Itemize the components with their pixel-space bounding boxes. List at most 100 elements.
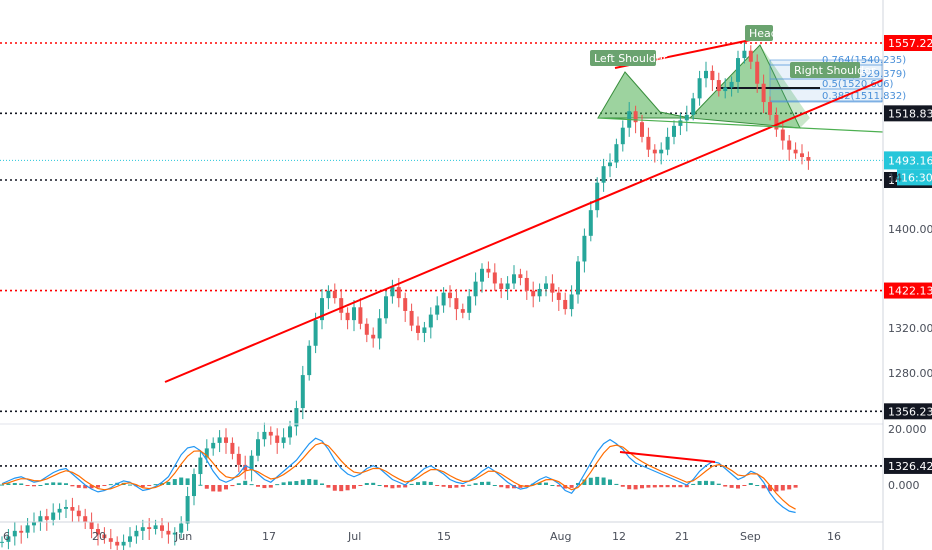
macd-histogram-bar bbox=[473, 483, 478, 485]
macd-histogram-bar bbox=[659, 485, 664, 488]
macd-histogram-bar bbox=[396, 485, 401, 488]
candle bbox=[492, 272, 497, 284]
x-tick-label: Aug bbox=[550, 530, 571, 543]
macd-histogram-bar bbox=[198, 484, 203, 486]
macd-histogram-bar bbox=[460, 485, 465, 487]
macd-histogram-bar bbox=[204, 485, 209, 489]
macd-histogram-bar bbox=[531, 483, 536, 485]
macd-histogram-bar bbox=[102, 485, 107, 486]
x-tick-label: 15 bbox=[437, 530, 451, 543]
signal-line bbox=[1, 442, 796, 510]
macd-histogram-bar bbox=[217, 485, 222, 492]
candle bbox=[204, 448, 209, 458]
macd-histogram-bar bbox=[332, 485, 337, 491]
pattern-label-0: Left Shoulder bbox=[594, 52, 668, 65]
macd-histogram-bar bbox=[364, 483, 369, 485]
pattern-label-2: Right Shoulder bbox=[794, 64, 876, 77]
macd-histogram-bar bbox=[710, 481, 715, 485]
macd-histogram-bar bbox=[236, 483, 241, 485]
candle bbox=[608, 162, 612, 167]
candle bbox=[659, 149, 664, 154]
macd-histogram-bar bbox=[320, 483, 324, 485]
candle bbox=[44, 516, 49, 520]
macd-histogram-bar bbox=[537, 482, 542, 485]
macd-histogram-bar bbox=[448, 485, 452, 489]
macd-histogram-bar bbox=[723, 485, 728, 487]
macd-histogram-bar bbox=[57, 482, 62, 485]
macd-histogram-bar bbox=[262, 485, 267, 489]
candle bbox=[409, 310, 414, 326]
candle bbox=[531, 290, 536, 297]
candle bbox=[460, 309, 465, 313]
candle bbox=[499, 283, 504, 289]
candle bbox=[806, 157, 811, 161]
candle bbox=[665, 136, 670, 150]
pattern-label-box-0 bbox=[590, 50, 656, 66]
partial-price-label: 14 bbox=[888, 171, 902, 184]
macd-histogram-bar bbox=[595, 476, 600, 485]
macd-histogram-bar bbox=[704, 480, 708, 485]
level-badge-label-3: 1422.134 bbox=[888, 285, 932, 298]
macd-histogram-bar bbox=[268, 485, 273, 488]
macd-histogram-bar bbox=[454, 485, 459, 488]
candle bbox=[396, 287, 401, 299]
macd-histogram-bar bbox=[256, 485, 260, 487]
macd-histogram-bar bbox=[83, 485, 88, 489]
macd-histogram-bar bbox=[768, 485, 772, 492]
macd-histogram-bar bbox=[390, 485, 395, 489]
macd-histogram-bar bbox=[25, 485, 30, 486]
candle bbox=[377, 318, 382, 339]
candle bbox=[352, 307, 356, 321]
macd-histogram-bar bbox=[377, 485, 382, 486]
macd-histogram-bar bbox=[416, 482, 420, 485]
macd-histogram-bar bbox=[313, 479, 318, 485]
macd-histogram-bar bbox=[627, 485, 632, 490]
macd-histogram-bar bbox=[51, 482, 56, 485]
candle bbox=[793, 149, 798, 154]
macd-histogram-bar bbox=[409, 483, 414, 485]
macd-histogram-bar bbox=[224, 485, 228, 490]
macd-histogram-bar bbox=[518, 485, 523, 488]
candle bbox=[748, 50, 753, 62]
macd-histogram-bar bbox=[32, 485, 36, 487]
candle bbox=[729, 81, 734, 88]
macd-histogram-bar bbox=[249, 484, 254, 486]
macd-histogram-bar bbox=[384, 485, 388, 488]
candle bbox=[224, 437, 228, 443]
level-badge-0 bbox=[884, 35, 932, 51]
y-tick-label: 1320.000 bbox=[888, 322, 932, 335]
pattern-label-1: Head bbox=[749, 27, 778, 40]
candle bbox=[25, 525, 30, 533]
candle bbox=[441, 292, 446, 306]
candle bbox=[262, 431, 267, 440]
macd-histogram-bar bbox=[172, 479, 177, 485]
candle bbox=[121, 541, 126, 546]
candle bbox=[524, 277, 529, 291]
macd-histogram-bar bbox=[780, 485, 785, 491]
x-tick-label: 21 bbox=[675, 530, 689, 543]
macd-histogram-bar bbox=[134, 485, 139, 487]
level-badge-label-4: 1356.231 bbox=[888, 405, 932, 418]
candle bbox=[736, 58, 740, 82]
candle bbox=[192, 474, 196, 497]
candle bbox=[236, 453, 241, 465]
macd-histogram-bar bbox=[96, 485, 100, 488]
candle bbox=[518, 274, 523, 278]
fib-label-3: 0.382(1511.832) bbox=[822, 91, 906, 102]
level-badge-1 bbox=[884, 105, 932, 122]
macd-histogram-bar bbox=[588, 477, 593, 485]
macd-histogram-bar bbox=[793, 485, 798, 488]
macd-histogram-bar bbox=[147, 485, 152, 486]
candle bbox=[83, 516, 88, 522]
candle bbox=[480, 268, 484, 282]
macd-histogram-bar bbox=[339, 485, 344, 492]
candle bbox=[710, 70, 715, 81]
macd-histogram-bar bbox=[524, 485, 529, 486]
candle bbox=[672, 125, 676, 137]
candle bbox=[550, 283, 555, 293]
candle bbox=[96, 529, 100, 535]
candle bbox=[486, 268, 491, 273]
fib-label-2: 0.5(1520.606) bbox=[822, 79, 894, 90]
candle bbox=[326, 290, 331, 299]
